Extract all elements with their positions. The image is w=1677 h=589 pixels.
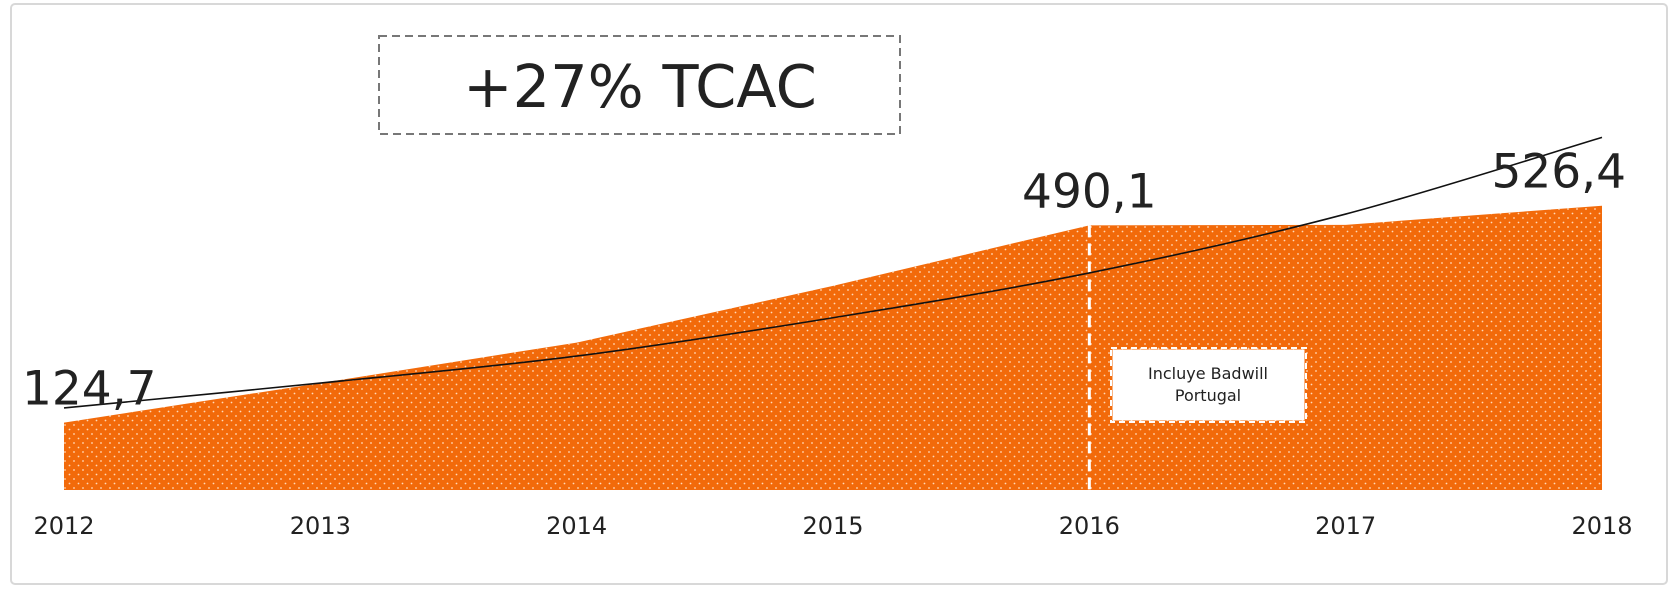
x-tick-label: 2018 bbox=[1571, 512, 1632, 540]
note-border bbox=[1110, 347, 1307, 423]
cagr-label: +27% TCAC bbox=[463, 52, 817, 121]
x-tick-label: 2013 bbox=[290, 512, 351, 540]
x-tick-label: 2015 bbox=[802, 512, 863, 540]
note-text: Incluye Badwill bbox=[1148, 364, 1268, 383]
value-label: 490,1 bbox=[1022, 164, 1157, 219]
value-label: 124,7 bbox=[22, 362, 157, 417]
x-tick-label: 2017 bbox=[1315, 512, 1376, 540]
note-text: Portugal bbox=[1175, 386, 1241, 405]
cagr-box bbox=[378, 35, 901, 135]
value-label: 526,4 bbox=[1491, 145, 1626, 200]
trend-line bbox=[63, 136, 1603, 409]
x-tick-label: 2016 bbox=[1059, 512, 1120, 540]
x-tick-label: 2012 bbox=[33, 512, 94, 540]
note-box bbox=[1112, 349, 1305, 421]
x-tick-label: 2014 bbox=[546, 512, 607, 540]
